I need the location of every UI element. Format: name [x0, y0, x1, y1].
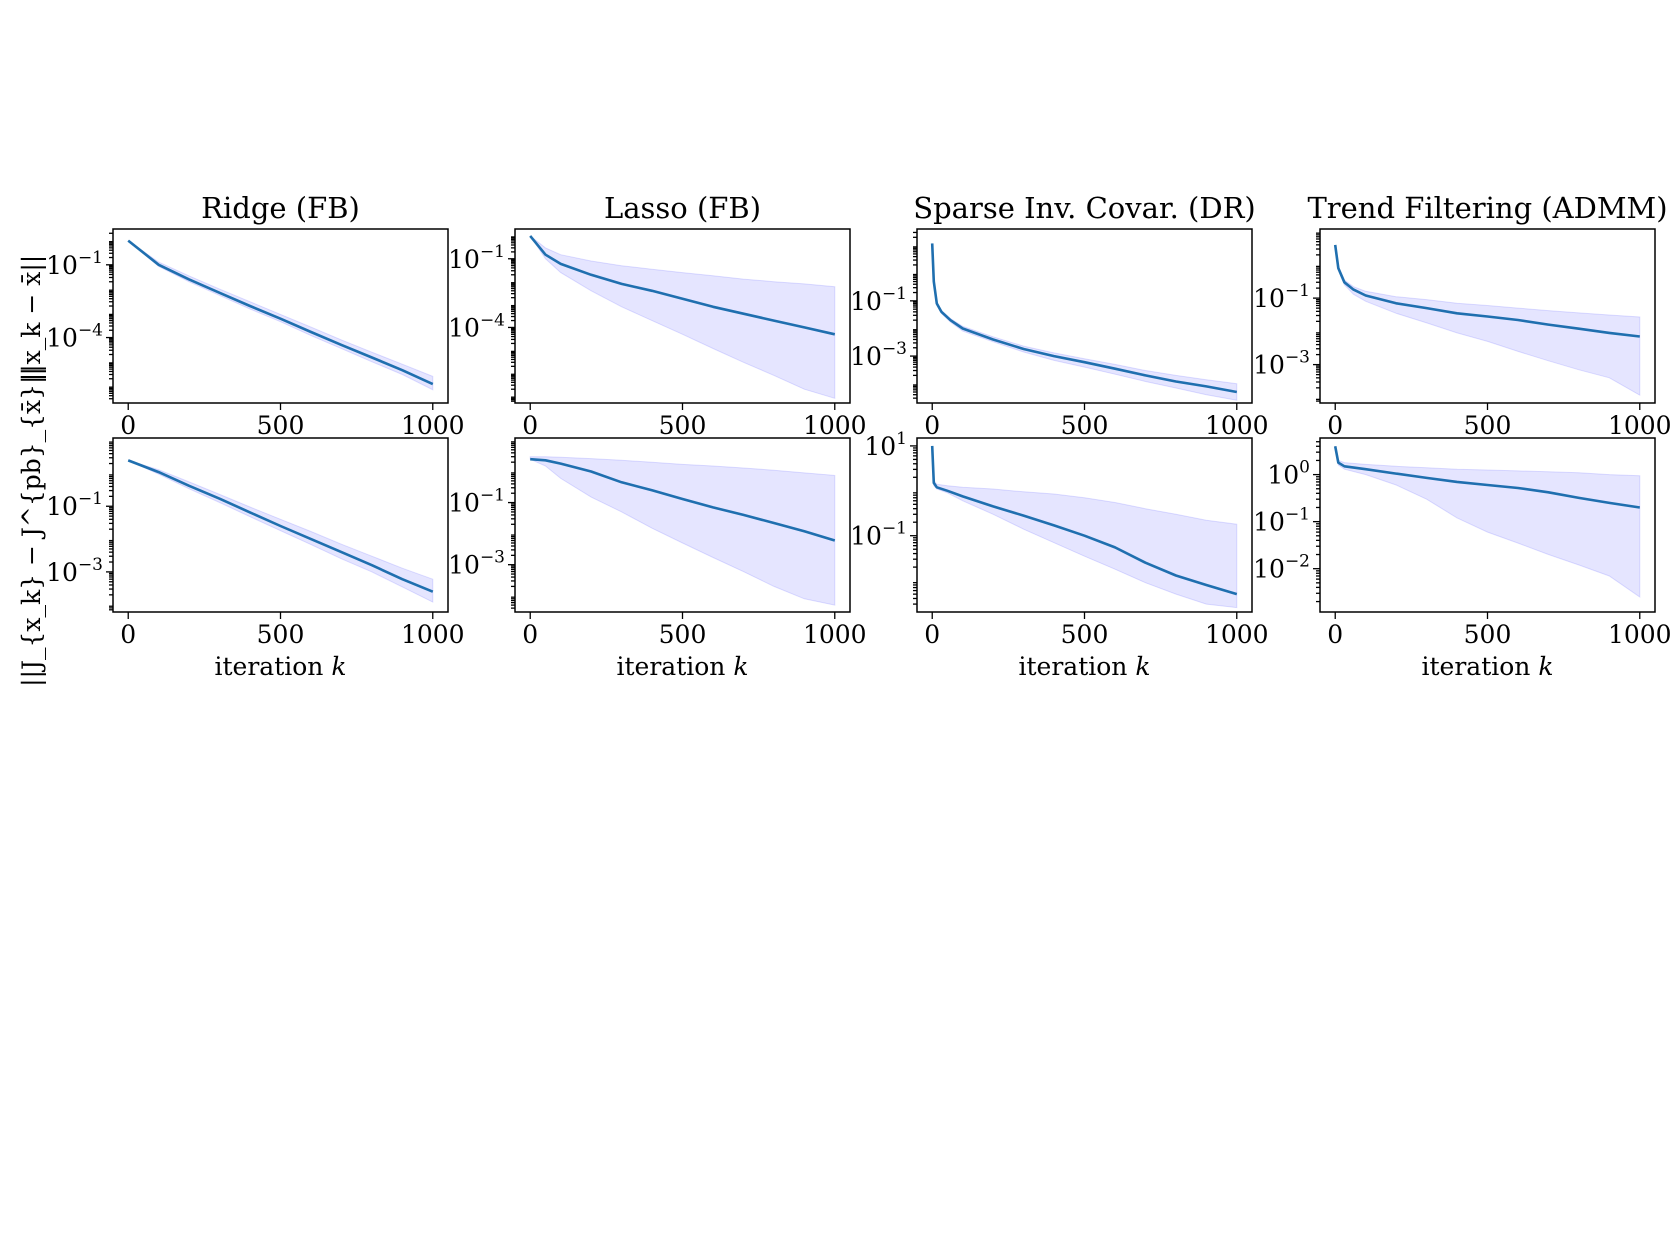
xtick-label-trend-bottom-0: 0 — [1327, 620, 1343, 649]
xtick-label-trend-top-2: 1000 — [1608, 411, 1672, 440]
ytick-label-sparse-top-1: 10−3 — [850, 339, 907, 371]
ytick-label-trend-top-1: 10−3 — [1253, 348, 1310, 380]
ytick-label-lasso-top-0: 10−1 — [448, 242, 505, 274]
xtick-label-sparse-bottom-0: 0 — [924, 620, 940, 649]
band-trend-bottom — [1334, 446, 1641, 598]
ytick-label-trend-top-0: 10−1 — [1253, 281, 1310, 313]
xtick-label-lasso-bottom-1: 500 — [659, 620, 707, 649]
panel-lasso-bottom: 0 500 1000 10−1 10−3 iteration k — [448, 437, 867, 681]
panel-trend-bottom: 0 500 1000 100 10−1 10−2 iteration k — [1253, 437, 1672, 681]
ytick-label-lasso-bottom-0: 10−1 — [448, 486, 505, 518]
title-lasso-top: Lasso (FB) — [604, 191, 761, 225]
xtick-label-ridge-top-1: 500 — [257, 411, 305, 440]
ytick-label-lasso-bottom-1: 10−3 — [448, 548, 505, 580]
ytick-label-ridge-top-0: 10−1 — [46, 248, 103, 280]
title-sparse-top: Sparse Inv. Covar. (DR) — [913, 191, 1256, 225]
mean-line-trend-top — [1333, 244, 1640, 338]
ytick-label-trend-bottom-1: 10−1 — [1253, 505, 1310, 537]
mean-line-ridge-bottom — [127, 459, 434, 593]
title-ridge-top: Ridge (FB) — [201, 191, 360, 225]
ytick-label-sparse-top-0: 10−1 — [850, 284, 907, 316]
title-trend-top: Trend Filtering (ADMM) — [1307, 191, 1667, 225]
mean-line-lasso-bottom — [530, 457, 836, 542]
band-sparse-bottom — [931, 445, 1238, 609]
ylabel-row1: ||x_k − x̄|| — [17, 255, 47, 381]
ytick-label-ridge-bottom-1: 10−3 — [46, 555, 103, 587]
xtick-label-lasso-top-0: 0 — [522, 411, 538, 440]
xtick-label-sparse-top-2: 1000 — [1205, 411, 1269, 440]
xtick-label-sparse-bottom-2: 1000 — [1205, 620, 1269, 649]
mean-line-ridge-top — [127, 239, 434, 386]
ytick-label-sparse-bottom-1: 10−1 — [850, 519, 907, 551]
xtick-label-ridge-bottom-1: 500 — [257, 620, 305, 649]
mean-line-sparse-bottom — [930, 445, 1238, 596]
panel-lasso-top: 0 500 1000 10−1 10−4 Lasso (FB) — [448, 191, 866, 440]
panel-ridge-bottom: 0 500 1000 10−1 10−3 iteration k — [46, 437, 465, 681]
ylabel-row2: ||J_{x_k} − J^{pb}_{x̄}|| — [17, 367, 47, 687]
xtick-label-sparse-top-1: 500 — [1061, 411, 1109, 440]
ytick-label-ridge-top-1: 10−4 — [46, 321, 103, 353]
ytick-label-ridge-bottom-0: 10−1 — [46, 489, 103, 521]
xtick-label-ridge-top-2: 1000 — [401, 411, 465, 440]
panel-sparse-bottom: 0 500 1000 101 10−1 iteration k — [850, 429, 1268, 681]
band-trend-top — [1334, 244, 1641, 397]
xtick-label-trend-top-1: 500 — [1464, 411, 1512, 440]
xtick-label-sparse-bottom-1: 500 — [1061, 620, 1109, 649]
xtick-label-lasso-bottom-2: 1000 — [803, 620, 867, 649]
xtick-label-lasso-top-2: 1000 — [803, 411, 867, 440]
panel-trend-top: 0 500 1000 10−1 10−3 Trend Filtering (ADMM) — [1253, 191, 1671, 440]
xtick-label-lasso-top-1: 500 — [659, 411, 707, 440]
xtick-label-ridge-top-0: 0 — [120, 411, 136, 440]
xtick-label-trend-top-0: 0 — [1327, 411, 1343, 440]
ytick-label-trend-bottom-2: 10−2 — [1253, 552, 1310, 584]
band-ridge-top — [127, 240, 434, 391]
mean-line-lasso-top — [529, 235, 836, 336]
xtick-label-trend-bottom-2: 1000 — [1608, 620, 1672, 649]
ytick-label-lasso-top-1: 10−4 — [448, 310, 505, 342]
panel-ridge-top: 0 500 1000 10−1 10−4 Ridge (FB) — [46, 191, 464, 440]
xtick-label-trend-bottom-1: 500 — [1464, 620, 1512, 649]
xlabel-ridge-bottom: iteration k — [215, 652, 347, 681]
panel-sparse-top: 0 500 1000 10−1 10−3 Sparse Inv. Covar. (DR) — [850, 191, 1268, 440]
band-lasso-top — [529, 235, 836, 399]
xtick-label-ridge-bottom-0: 0 — [120, 620, 136, 649]
xlabel-sparse-bottom: iteration k — [1019, 652, 1151, 681]
mean-line-trend-bottom — [1333, 446, 1640, 509]
xlabel-trend-bottom: iteration k — [1422, 652, 1554, 681]
ytick-label-sparse-bottom-0: 101 — [864, 429, 907, 461]
xtick-label-ridge-bottom-2: 1000 — [401, 620, 465, 649]
xtick-label-sparse-top-0: 0 — [924, 411, 940, 440]
mean-line-sparse-top — [930, 243, 1238, 394]
band-lasso-bottom — [529, 456, 836, 606]
axes-frame-sparse-top — [916, 228, 1253, 404]
xtick-label-lasso-bottom-0: 0 — [522, 620, 538, 649]
band-sparse-top — [931, 243, 1238, 401]
band-ridge-bottom — [127, 459, 434, 603]
ytick-label-trend-bottom-0: 100 — [1267, 458, 1310, 490]
xlabel-lasso-bottom: iteration k — [617, 652, 749, 681]
